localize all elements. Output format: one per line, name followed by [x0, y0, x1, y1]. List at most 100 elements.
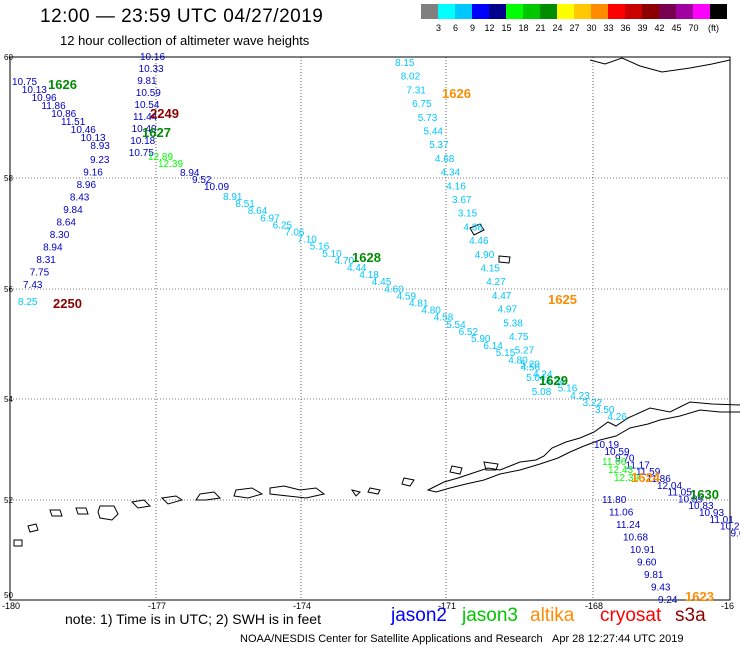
scale-swatch [710, 4, 727, 19]
wave-height-value: 10.27 [720, 522, 740, 533]
wave-height-value: 8.96 [77, 180, 97, 191]
wave-height-value: 8.64 [248, 206, 268, 217]
scale-swatch [676, 4, 693, 19]
wave-height-value: 8.93 [90, 141, 110, 152]
lat-label: 56 [4, 285, 13, 294]
wave-height-value: 8.91 [223, 192, 243, 203]
wave-height-value: 12.04 [657, 481, 682, 492]
scale-swatch [642, 4, 659, 19]
scale-label: 18 [518, 23, 529, 33]
scale-swatch [523, 4, 540, 19]
wave-height-value: 8.43 [70, 193, 90, 204]
lon-label: -180 [2, 601, 21, 611]
wave-height-value: 10.83 [689, 501, 714, 512]
credit-line: NOAA/NESDIS Center for Satellite Applica… [240, 633, 543, 645]
wave-height-value: 8.30 [50, 230, 70, 241]
lat-label: 50 [4, 591, 13, 600]
map-subtitle: 12 hour collection of altimeter wave hei… [60, 33, 310, 48]
pass-time-label: 1626 [48, 77, 77, 92]
wave-height-value: 11.06 [609, 508, 634, 519]
wave-height-value: 4.34 [545, 377, 565, 388]
scale-label: 45 [671, 23, 682, 33]
wave-height-value: 6.52 [459, 327, 479, 338]
scale-swatch [625, 4, 642, 19]
wave-height-value: 11.06 [602, 457, 627, 468]
scale-label: 21 [535, 23, 546, 33]
pass-time-label: 1627 [142, 125, 171, 140]
wave-height-value: 5.16 [310, 242, 330, 253]
lat-label: 60 [4, 53, 13, 62]
lon-label: -174 [293, 601, 312, 611]
wave-height-value: 6.97 [260, 213, 280, 224]
pass-time-label: 1625 [548, 292, 577, 307]
scale-swatch [438, 4, 455, 19]
pass-time-label: 1624 [631, 470, 661, 485]
wave-height-value: 4.81 [409, 299, 429, 310]
wave-height-value: 5.20 [520, 359, 540, 370]
wave-height-value: 10.16 [140, 52, 165, 63]
wave-height-value: 4.16 [446, 181, 466, 192]
wave-height-value: 4.36 [463, 222, 483, 233]
wave-height-value: 4.23 [570, 391, 590, 402]
pass-time-label: 1626 [442, 86, 471, 101]
wave-height-value: 5.73 [418, 113, 438, 124]
wave-height-value: 5.27 [515, 346, 535, 357]
wave-height-value: 9.81 [644, 570, 664, 581]
wave-height-value: 5.15 [496, 348, 516, 359]
wave-height-value: 11.17 [626, 460, 651, 471]
wave-height-value: 3.15 [458, 209, 478, 220]
wave-height-value: 11.24 [616, 520, 641, 531]
wave-height-value: 8.31 [36, 255, 56, 266]
wave-height-value: 8.94 [43, 243, 63, 254]
wave-height-value: 4.70 [335, 256, 355, 267]
scale-swatch [489, 4, 506, 19]
wave-height-value: 11.51 [61, 117, 86, 128]
pass-time-label: 1630 [690, 487, 719, 502]
units-note: note: 1) Time is in UTC; 2) SWH is in fe… [65, 611, 321, 627]
coastline [13, 57, 740, 547]
lat-label: 54 [4, 395, 13, 404]
wave-height-value: 12.39 [614, 473, 639, 484]
wave-height-value: 4.18 [359, 270, 379, 281]
wave-height-value: 3.50 [595, 405, 615, 416]
wave-height-value: 10.75 [129, 148, 154, 159]
wave-height-value: 10.96 [32, 93, 57, 104]
wave-height-value: 10.91 [630, 545, 655, 556]
wave-height-value: 4.80 [508, 355, 528, 366]
wave-height-value: 11.86 [41, 101, 66, 112]
wave-height-value: 6.75 [412, 99, 432, 110]
scale-label: 24 [552, 23, 563, 33]
wave-height-value: 11.44 [133, 112, 158, 123]
generation-timestamp: Apr 28 12:27:44 UTC 2019 [552, 633, 684, 645]
wave-height-value: 9.52 [192, 175, 212, 186]
wave-height-value: 5.16 [558, 384, 578, 395]
scale-swatch [608, 4, 625, 19]
wave-height-value: 11.80 [602, 495, 627, 506]
wave-height-value: 7.06 [285, 228, 305, 239]
wave-height-value: 8.15 [395, 58, 415, 69]
wave-height-value: 5.37 [429, 140, 449, 151]
pass-time-labels: 1626 2249 1627 2250 1626 1628 1625 1629 1624 1630… [48, 77, 719, 604]
wave-height-value: 3.67 [452, 195, 472, 206]
wave-height-value: 7.43 [23, 280, 43, 291]
scale-label: 33 [603, 23, 614, 33]
scale-label: 30 [586, 23, 597, 33]
wave-height-value: 12.39 [158, 159, 183, 170]
scale-swatch [693, 4, 710, 19]
wave-height-value: 4.80 [421, 306, 441, 317]
wave-height-value: 11.01 [710, 515, 735, 526]
wave-height-value: 4.24 [533, 370, 553, 381]
wave-height-value: 5.44 [424, 127, 444, 138]
wave-height-value: 9.66 [731, 528, 740, 539]
wave-height-value: 5.54 [446, 320, 466, 331]
wave-height-value: 4.15 [481, 264, 501, 275]
wave-height-value: 4.59 [397, 291, 417, 302]
wave-height-value: 7.31 [406, 85, 426, 96]
legend-cryosat: cryosat [600, 605, 662, 626]
scale-swatch [574, 4, 591, 19]
wave-height-tracks: 10.1610.339.8110.5910.5411.4410.4010.181… [12, 52, 740, 606]
legend-jason2: jason2 [391, 605, 447, 626]
wave-height-value: 4.26 [607, 412, 627, 423]
wave-height-value: 10.09 [204, 182, 229, 193]
